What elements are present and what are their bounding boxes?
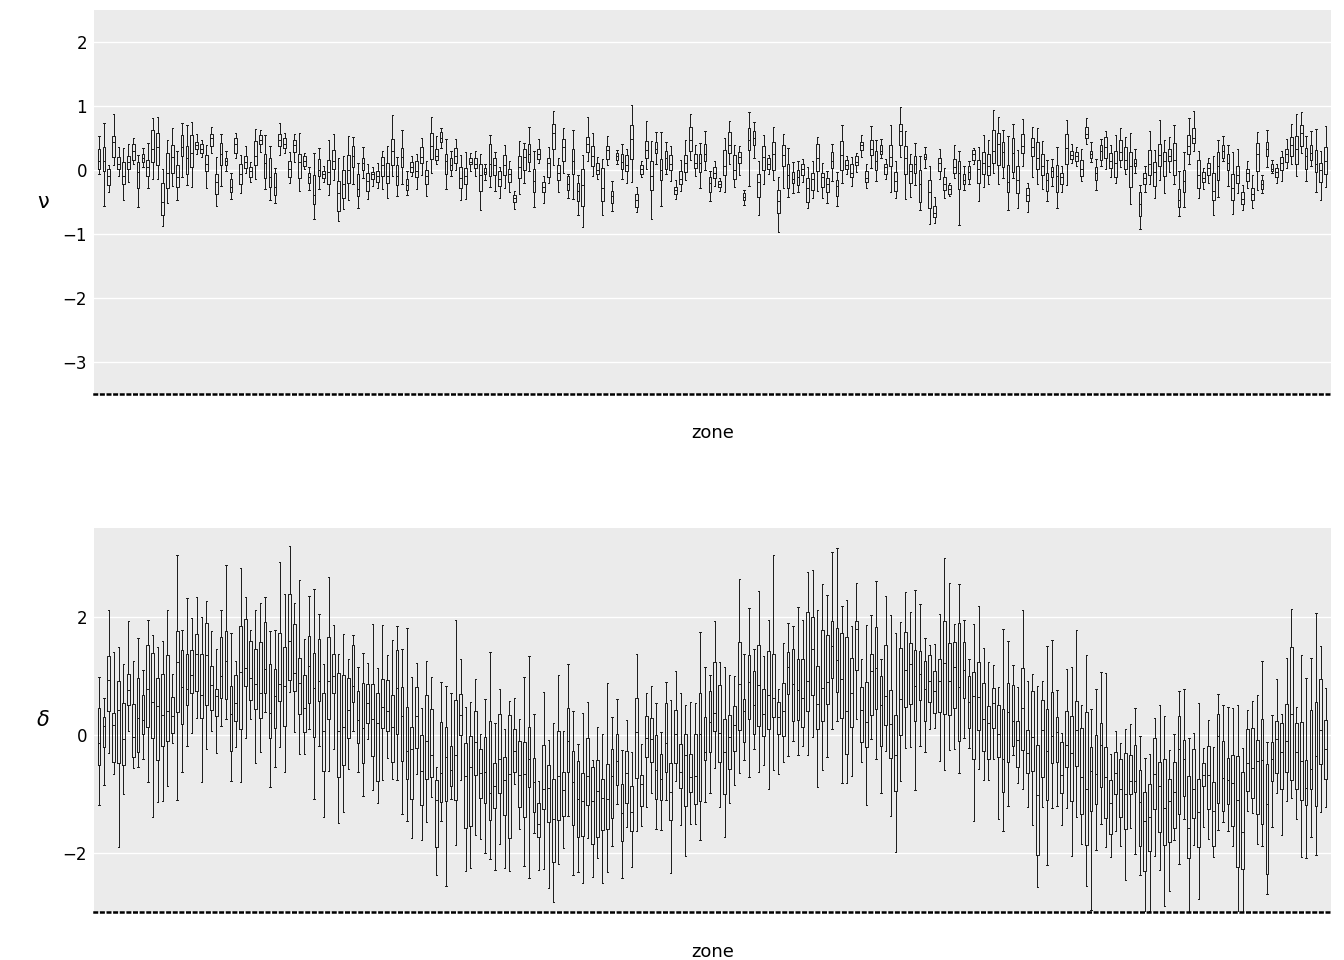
Text: zone: zone [691,943,734,960]
Text: zone: zone [691,424,734,443]
Y-axis label: δ: δ [36,710,50,730]
Y-axis label: ν: ν [38,192,50,211]
